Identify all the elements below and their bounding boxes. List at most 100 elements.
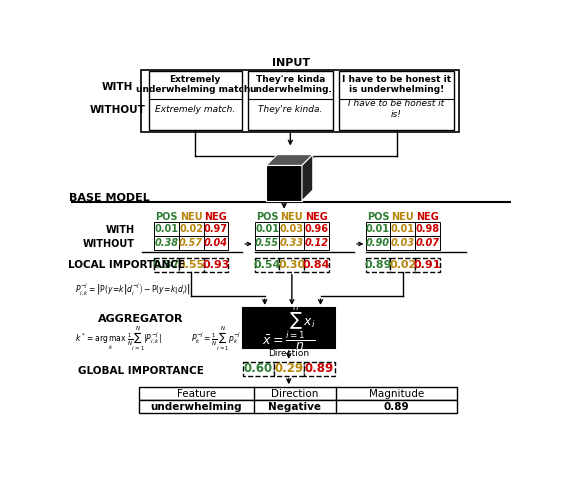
Text: 0.89: 0.89 <box>364 260 392 270</box>
Bar <box>279 222 304 236</box>
Text: INPUT: INPUT <box>272 58 310 68</box>
Bar <box>415 258 440 272</box>
Text: 0.54: 0.54 <box>253 260 281 270</box>
Text: GLOBAL IMPORTANCE: GLOBAL IMPORTANCE <box>78 366 204 376</box>
Bar <box>243 362 274 376</box>
Text: BASE MODEL: BASE MODEL <box>69 193 150 203</box>
Bar <box>203 236 228 250</box>
Text: 0.12: 0.12 <box>304 238 329 248</box>
Bar <box>390 236 415 250</box>
Text: 0.01: 0.01 <box>255 224 279 234</box>
Bar <box>304 362 335 376</box>
Text: 0.60: 0.60 <box>244 362 273 375</box>
Bar <box>248 72 333 130</box>
Text: 0.38: 0.38 <box>154 238 178 248</box>
Text: 0.55: 0.55 <box>178 260 204 270</box>
Text: POS: POS <box>367 212 389 222</box>
Bar <box>274 362 304 376</box>
Text: 0.84: 0.84 <box>303 260 331 270</box>
Text: 0.02: 0.02 <box>389 260 416 270</box>
Bar <box>339 72 454 130</box>
Bar <box>254 236 279 250</box>
Text: Negative: Negative <box>269 402 321 412</box>
Bar <box>243 308 335 348</box>
Text: 0.01: 0.01 <box>366 224 390 234</box>
Bar <box>304 236 329 250</box>
Text: 0.04: 0.04 <box>204 238 228 248</box>
Text: 0.37: 0.37 <box>153 260 180 270</box>
Text: They're kinda
underwhelming.: They're kinda underwhelming. <box>249 75 332 94</box>
Text: WITHOUT: WITHOUT <box>90 105 145 115</box>
Text: 0.55: 0.55 <box>255 238 279 248</box>
Text: They're kinda.: They're kinda. <box>258 105 323 114</box>
Polygon shape <box>266 166 302 201</box>
Text: NEU: NEU <box>180 212 202 222</box>
Text: Direction: Direction <box>268 349 310 358</box>
Text: 0.90: 0.90 <box>366 238 390 248</box>
Bar <box>415 236 440 250</box>
Bar <box>254 222 279 236</box>
Bar <box>279 258 304 272</box>
Bar <box>139 400 457 413</box>
Text: $P_{i,k}^{-j} = \left|\mathrm{P}(y\!=\!k\left|d_i^{-j}\right) - \mathrm{P}(y\!=\: $P_{i,k}^{-j} = \left|\mathrm{P}(y\!=\!k… <box>75 281 191 297</box>
Text: 0.03: 0.03 <box>391 238 415 248</box>
Text: Feature: Feature <box>177 389 216 399</box>
Bar <box>279 236 304 250</box>
Text: NEG: NEG <box>416 212 439 222</box>
Text: POS: POS <box>256 212 278 222</box>
Text: 0.30: 0.30 <box>278 260 306 270</box>
Bar <box>179 236 203 250</box>
Text: 0.98: 0.98 <box>415 224 440 234</box>
Text: Extremely match.: Extremely match. <box>155 105 235 114</box>
Text: WITH: WITH <box>102 82 133 92</box>
Bar <box>154 236 179 250</box>
Bar <box>154 222 179 236</box>
Text: 0.33: 0.33 <box>280 238 304 248</box>
Text: 0.91: 0.91 <box>414 260 441 270</box>
Bar <box>254 258 279 272</box>
Bar <box>304 258 329 272</box>
Bar <box>390 222 415 236</box>
Bar <box>154 258 179 272</box>
Text: NEU: NEU <box>391 212 414 222</box>
Text: 0.96: 0.96 <box>304 224 329 234</box>
Text: NEG: NEG <box>306 212 328 222</box>
Text: 0.89: 0.89 <box>384 402 410 412</box>
Polygon shape <box>302 155 313 201</box>
Text: WITH: WITH <box>106 225 135 235</box>
Bar <box>415 222 440 236</box>
Text: 0.29: 0.29 <box>274 362 303 375</box>
Bar <box>179 222 203 236</box>
Bar <box>365 258 390 272</box>
Text: 0.02: 0.02 <box>179 224 203 234</box>
Text: 0.07: 0.07 <box>416 238 440 248</box>
Bar <box>365 222 390 236</box>
Text: NEU: NEU <box>281 212 303 222</box>
Polygon shape <box>266 155 313 166</box>
Text: 0.01: 0.01 <box>154 224 178 234</box>
Text: $\bar{x} = \dfrac{\sum_{i=1}^{n} x_i}{n}$: $\bar{x} = \dfrac{\sum_{i=1}^{n} x_i}{n}… <box>262 303 316 352</box>
Text: I have to be honest it
is underwhelming!: I have to be honest it is underwhelming! <box>342 75 451 94</box>
Text: 0.01: 0.01 <box>391 224 415 234</box>
Text: $k^* = \underset{k}{\arg\max}\;\frac{1}{N}\sum_{i=1}^{N}|P_{i,k}^{-j}|$: $k^* = \underset{k}{\arg\max}\;\frac{1}{… <box>75 324 162 353</box>
Text: Direction: Direction <box>271 389 319 399</box>
Bar <box>203 258 228 272</box>
Text: POS: POS <box>155 212 178 222</box>
Bar <box>203 222 228 236</box>
Text: underwhelming: underwhelming <box>151 402 242 412</box>
Bar <box>365 236 390 250</box>
Bar <box>179 258 203 272</box>
Bar <box>139 387 457 400</box>
Text: 0.97: 0.97 <box>204 224 228 234</box>
Bar <box>148 72 241 130</box>
Text: Magnitude: Magnitude <box>369 389 424 399</box>
Text: $P_k^{-j} = \frac{1}{N}\sum_{i=1}^{N}p_k^{-j}$: $P_k^{-j} = \frac{1}{N}\sum_{i=1}^{N}p_k… <box>191 324 241 353</box>
Text: Extremely
underwhelming match.: Extremely underwhelming match. <box>136 75 254 94</box>
Text: I have to be honest it
is!: I have to be honest it is! <box>348 99 445 119</box>
Text: NEG: NEG <box>204 212 227 222</box>
Text: WITHOUT: WITHOUT <box>82 239 135 249</box>
Text: 0.03: 0.03 <box>280 224 304 234</box>
Bar <box>304 222 329 236</box>
Text: LOCAL IMPORTANCE: LOCAL IMPORTANCE <box>68 260 185 270</box>
Bar <box>141 70 458 132</box>
